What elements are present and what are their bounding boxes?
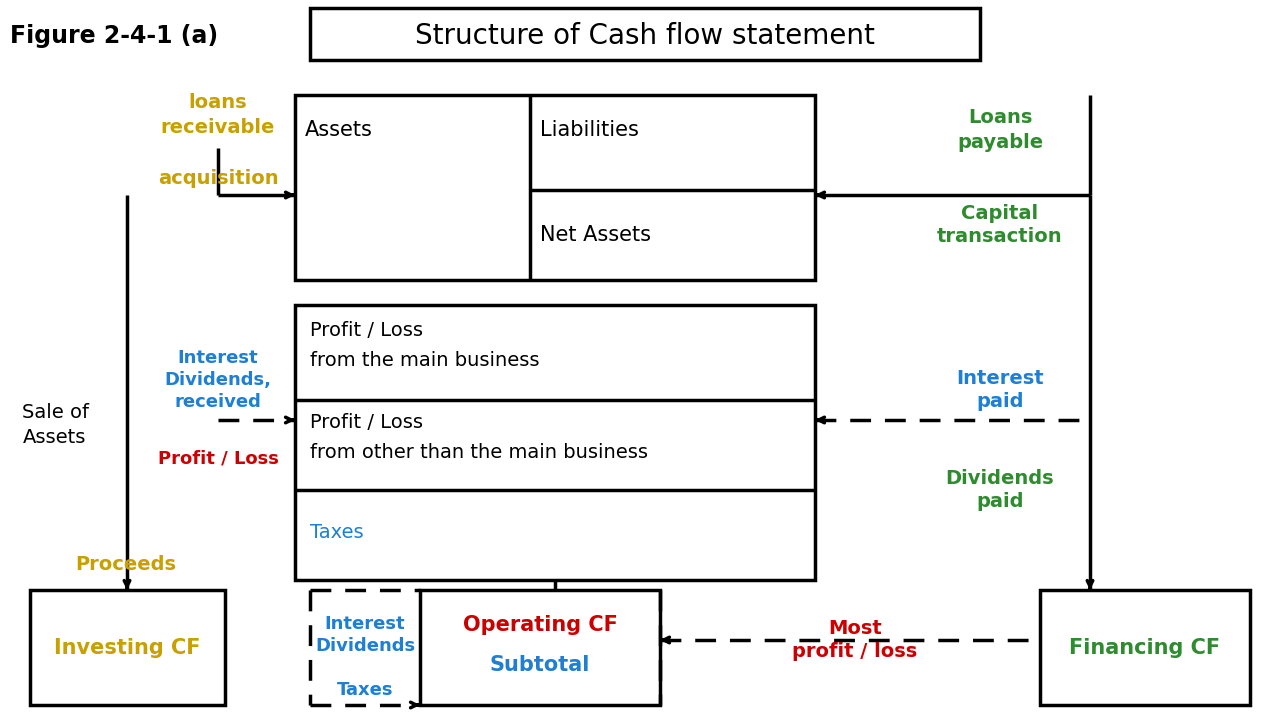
Text: from other than the main business: from other than the main business xyxy=(310,443,648,462)
Text: loans
receivable: loans receivable xyxy=(161,93,275,137)
Text: Net Assets: Net Assets xyxy=(540,225,652,245)
Text: Profit / Loss: Profit / Loss xyxy=(310,413,422,431)
Text: from the main business: from the main business xyxy=(310,351,539,369)
Text: Sale of
Assets: Sale of Assets xyxy=(22,403,88,447)
Bar xyxy=(294,95,815,280)
Text: Structure of Cash flow statement: Structure of Cash flow statement xyxy=(415,22,876,50)
Bar xyxy=(294,305,815,580)
Text: Dividends
paid: Dividends paid xyxy=(946,469,1055,511)
Bar xyxy=(310,8,980,60)
Text: Assets: Assets xyxy=(305,120,372,140)
Text: Interest
Dividends,
received: Interest Dividends, received xyxy=(165,348,271,411)
Text: Taxes: Taxes xyxy=(310,523,364,541)
Text: Interest
Dividends: Interest Dividends xyxy=(315,615,415,655)
Text: Operating CF: Operating CF xyxy=(462,615,617,635)
Text: Subtotal: Subtotal xyxy=(490,655,590,675)
Text: Proceeds: Proceeds xyxy=(76,556,177,575)
Text: Liabilities: Liabilities xyxy=(540,120,639,140)
Text: Figure 2-4-1 (a): Figure 2-4-1 (a) xyxy=(10,24,218,48)
Text: Investing CF: Investing CF xyxy=(54,637,201,657)
Text: Most
profit / loss: Most profit / loss xyxy=(792,618,918,661)
Text: Profit / Loss: Profit / Loss xyxy=(157,449,279,467)
Bar xyxy=(420,590,660,705)
Bar xyxy=(29,590,225,705)
Text: acquisition: acquisition xyxy=(157,168,278,187)
Text: Interest
paid: Interest paid xyxy=(956,369,1043,411)
Text: Loans
payable: Loans payable xyxy=(957,108,1043,152)
Text: Taxes: Taxes xyxy=(337,681,393,699)
Bar xyxy=(1039,590,1251,705)
Text: Capital
transaction: Capital transaction xyxy=(937,204,1062,246)
Text: Financing CF: Financing CF xyxy=(1069,637,1221,657)
Text: Profit / Loss: Profit / Loss xyxy=(310,320,422,340)
